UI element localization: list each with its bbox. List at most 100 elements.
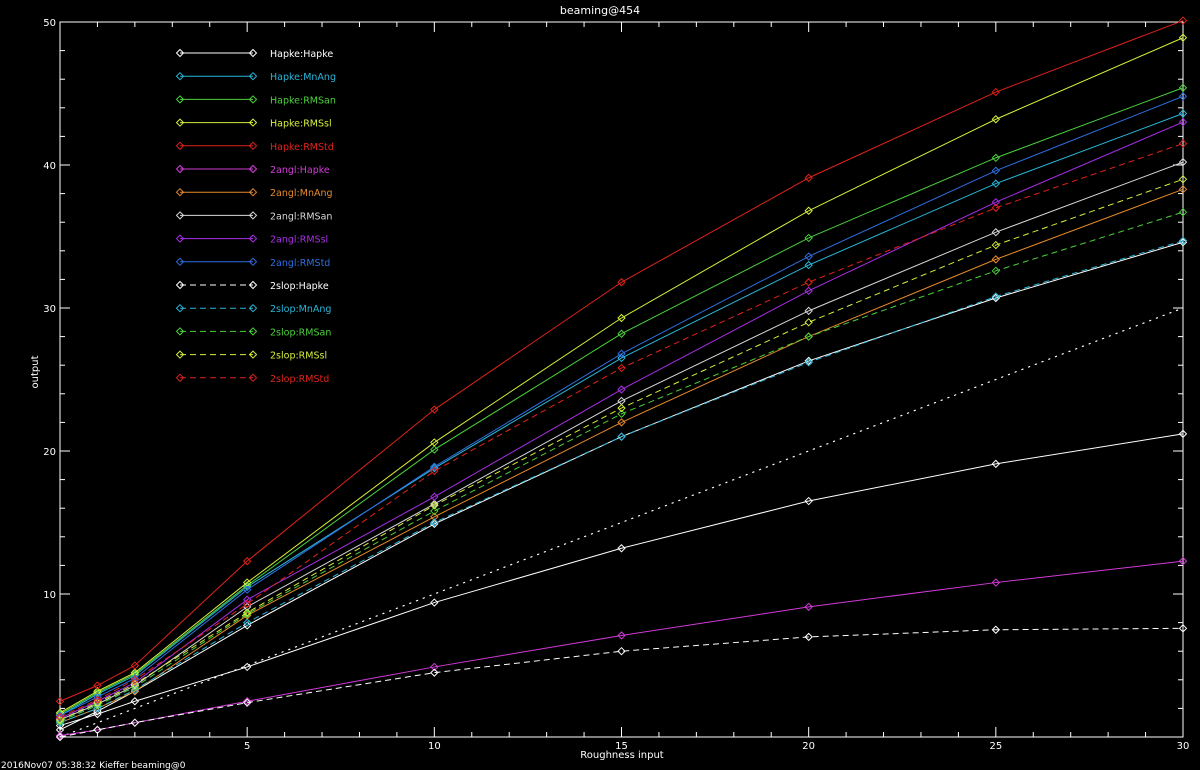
- series-point: [242, 585, 252, 594]
- extra-series-point: [430, 598, 439, 607]
- legend-marker: [175, 303, 185, 313]
- series-point: [242, 608, 252, 617]
- legend-marker: [175, 187, 185, 197]
- series-2angl-rmstd: [55, 92, 1188, 720]
- series-point: [804, 358, 813, 367]
- series-point: [1178, 624, 1188, 633]
- series-point: [430, 438, 439, 447]
- legend-marker: [175, 141, 185, 151]
- legend-label: 2angl:Hapke: [270, 165, 330, 176]
- series-point: [617, 353, 626, 363]
- series-point: [130, 669, 140, 679]
- series-point: [804, 206, 813, 215]
- x-tick-label: 5: [244, 741, 250, 752]
- series-point: [430, 462, 439, 471]
- extra-series-point: [804, 496, 813, 506]
- legend-marker: [248, 211, 258, 220]
- series-point: [991, 228, 1001, 237]
- y-tick-label: 20: [43, 447, 56, 458]
- legend-item: 2slop:RMSan: [175, 327, 331, 338]
- series-point: [242, 697, 252, 706]
- legend-label: Hapke:RMStd: [270, 142, 334, 153]
- series-point: [991, 266, 1001, 276]
- series-point: [130, 675, 140, 685]
- series-hapke-hapke: [55, 238, 1188, 735]
- series-point: [804, 173, 813, 183]
- series-point: [430, 466, 439, 476]
- series-point: [430, 501, 439, 510]
- series-point: [617, 432, 626, 441]
- legend-marker: [175, 373, 185, 383]
- series-point: [242, 556, 252, 566]
- series-point: [430, 506, 439, 516]
- series-line: [59, 121, 1184, 719]
- legend-marker: [175, 211, 185, 220]
- x-tick-label: 10: [428, 741, 441, 752]
- legend-item: 2angl:MnAng: [175, 187, 333, 199]
- legend-label: Hapke:RMSan: [270, 95, 336, 106]
- series-point: [617, 409, 626, 419]
- legend-marker: [248, 71, 258, 81]
- series-point: [1178, 207, 1188, 217]
- series-point: [55, 712, 65, 722]
- y-tick-label: 10: [43, 590, 56, 601]
- extra-series-line: [59, 433, 1184, 727]
- series-line: [59, 37, 1184, 714]
- legend-marker: [175, 350, 185, 359]
- series-point: [1178, 236, 1188, 245]
- legend-item: Hapke:RMSan: [175, 95, 336, 106]
- series-point: [430, 662, 439, 672]
- series-point: [804, 278, 813, 287]
- legend-item: 2slop:RMSsl: [175, 350, 327, 362]
- legend-item: 2angl:Hapke: [175, 164, 330, 176]
- series-lines: [55, 16, 1188, 742]
- series-point: [991, 293, 1001, 303]
- series-point: [1178, 185, 1188, 194]
- x-tick-label: 30: [1177, 741, 1190, 752]
- legend-marker: [175, 95, 185, 104]
- series-point: [617, 329, 626, 338]
- y-tick-label: 30: [43, 304, 56, 315]
- legend-item: 2slop:RMStd: [175, 373, 329, 385]
- series-point: [991, 197, 1001, 207]
- series-point: [130, 661, 140, 670]
- series-point: [1178, 83, 1188, 92]
- series-point: [93, 695, 102, 705]
- series-point: [991, 255, 1001, 264]
- series-2slop-rmssl: [55, 175, 1188, 725]
- legend-item: Hapke:MnAng: [175, 71, 336, 83]
- series-point: [130, 718, 140, 727]
- series-point: [93, 687, 102, 696]
- series-point: [242, 599, 252, 609]
- series-point: [991, 166, 1001, 175]
- series-point: [1178, 16, 1188, 25]
- legend-label: 2slop:Hapke: [270, 281, 329, 292]
- legend-label: 2slop:RMStd: [270, 374, 329, 385]
- series-point: [430, 445, 439, 454]
- series-point: [617, 313, 626, 323]
- series-point: [430, 463, 439, 473]
- series-point: [430, 405, 439, 414]
- series-point: [1178, 92, 1188, 101]
- y-tick-label: 40: [43, 161, 56, 172]
- series-point: [804, 286, 813, 296]
- series-point: [1178, 157, 1188, 167]
- series-point: [93, 692, 102, 702]
- legend-label: 2angl:RMStd: [270, 258, 330, 269]
- series-point: [1178, 175, 1188, 184]
- series-point: [804, 332, 813, 341]
- series-2angl-mnang: [55, 185, 1188, 727]
- series-line: [59, 627, 1184, 738]
- series-point: [991, 87, 1001, 97]
- legend-marker: [175, 234, 185, 243]
- extra-series: [55, 429, 1188, 730]
- series-point: [804, 356, 813, 366]
- series-point: [617, 278, 626, 287]
- legend-marker: [248, 95, 258, 104]
- series-point: [991, 153, 1001, 163]
- legend-marker: [248, 327, 258, 336]
- series-line: [59, 211, 1184, 722]
- series-point: [617, 646, 626, 656]
- legend-marker: [248, 234, 258, 243]
